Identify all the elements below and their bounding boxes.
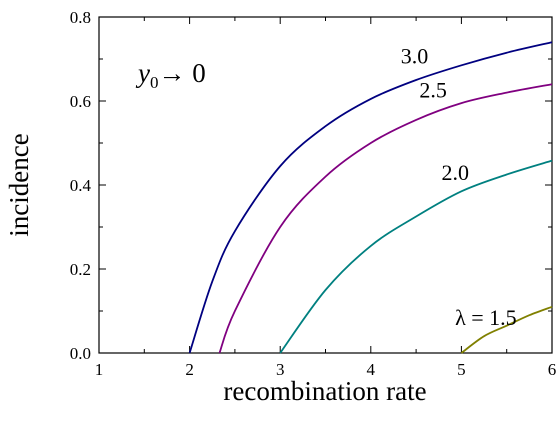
series-label: 2.0: [441, 160, 469, 185]
x-axis-label: recombination rate: [223, 376, 426, 406]
series-line: [279, 159, 553, 354]
series-label: λ = 1.5: [455, 305, 517, 330]
annotation-subscript: 0: [150, 73, 159, 92]
y-tick-label: 0.8: [70, 8, 91, 27]
series-lines: [188, 41, 553, 354]
y-tick-label: 0.0: [70, 344, 91, 363]
annotation-variable: y: [135, 58, 150, 88]
curve-labels: 3.0 2.5 2.0 λ = 1.5: [401, 44, 517, 330]
inset-annotation: y0→ 0: [135, 58, 206, 92]
x-tick-label: 3: [276, 360, 285, 379]
y-tick-label: 0.6: [70, 92, 91, 111]
x-tick-label: 2: [185, 360, 194, 379]
y-tick-label: 0.4: [70, 176, 92, 195]
x-tick-label: 6: [548, 360, 557, 379]
y-tick-label: 0.2: [70, 260, 91, 279]
x-tick-label: 1: [95, 360, 104, 379]
x-tick-label: 4: [367, 360, 376, 379]
series-line: [188, 41, 553, 354]
series-line: [460, 305, 553, 354]
series-label: 3.0: [401, 44, 429, 69]
series-line: [218, 83, 553, 354]
x-tick-label: 5: [457, 360, 466, 379]
y-axis-label: incidence: [4, 133, 34, 236]
annotation-rest: → 0: [158, 58, 205, 88]
ticks: [98, 16, 553, 354]
tick-labels: 1 2 3 4 5 6 0.0 0.2 0.4 0.6 0.8: [70, 8, 557, 379]
series-label: 2.5: [419, 77, 447, 102]
